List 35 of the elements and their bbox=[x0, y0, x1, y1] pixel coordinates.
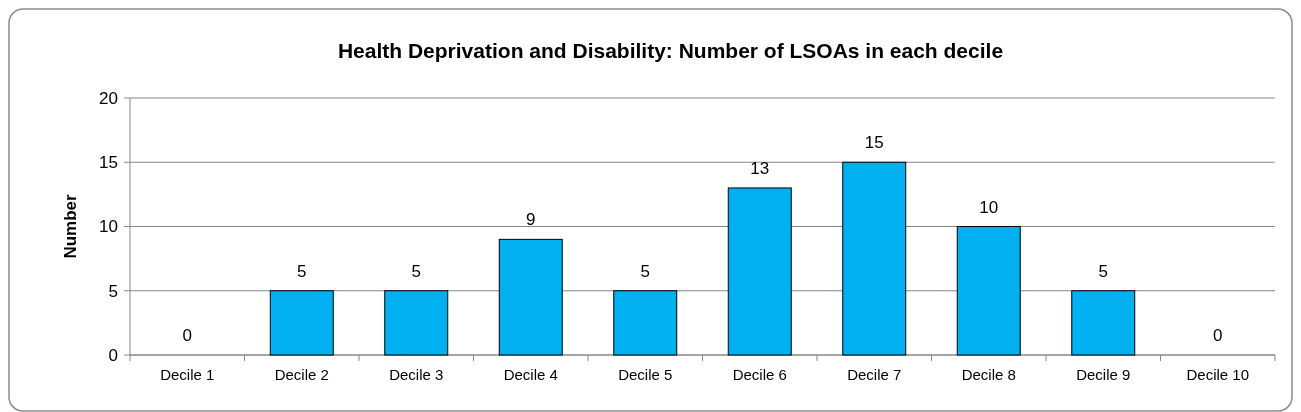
data-label: 15 bbox=[864, 133, 884, 153]
y-tick-label: 20 bbox=[99, 88, 118, 108]
x-tick-label: Decile 3 bbox=[389, 366, 444, 383]
x-tick-label: Decile 4 bbox=[503, 366, 558, 383]
y-tick-label: 5 bbox=[108, 281, 118, 301]
x-tick-label: Decile 1 bbox=[160, 366, 215, 383]
data-label: 13 bbox=[750, 158, 770, 178]
bar bbox=[1071, 290, 1136, 356]
x-tick-label: Decile 2 bbox=[274, 366, 329, 383]
y-axis-title: Number bbox=[61, 194, 80, 259]
bar bbox=[498, 238, 563, 356]
bar bbox=[384, 290, 449, 356]
y-tick-label: 10 bbox=[99, 217, 118, 237]
chart-title: Health Deprivation and Disability: Number of LSOAs in each decile bbox=[337, 39, 1004, 62]
data-label: 5 bbox=[1098, 261, 1108, 281]
data-label: 5 bbox=[640, 261, 650, 281]
y-tick-label: 0 bbox=[108, 345, 118, 365]
data-label: 5 bbox=[297, 261, 307, 281]
data-label: 9 bbox=[526, 210, 536, 230]
bar bbox=[842, 161, 907, 356]
x-tick-label: Decile 9 bbox=[1076, 366, 1131, 383]
x-tick-label: Decile 10 bbox=[1186, 366, 1250, 383]
x-tick-label: Decile 8 bbox=[961, 366, 1016, 383]
data-label: 0 bbox=[1213, 326, 1223, 345]
bar bbox=[613, 290, 678, 356]
data-label: 0 bbox=[182, 326, 192, 345]
data-label: 10 bbox=[979, 197, 999, 217]
bar bbox=[956, 226, 1021, 356]
data-label: 5 bbox=[411, 261, 421, 281]
x-tick-label: Decile 7 bbox=[847, 366, 902, 383]
bar bbox=[269, 290, 334, 356]
y-tick-label: 15 bbox=[99, 153, 118, 173]
x-tick-label: Decile 6 bbox=[732, 366, 787, 383]
x-tick-label: Decile 5 bbox=[618, 366, 673, 383]
bar bbox=[727, 187, 792, 356]
